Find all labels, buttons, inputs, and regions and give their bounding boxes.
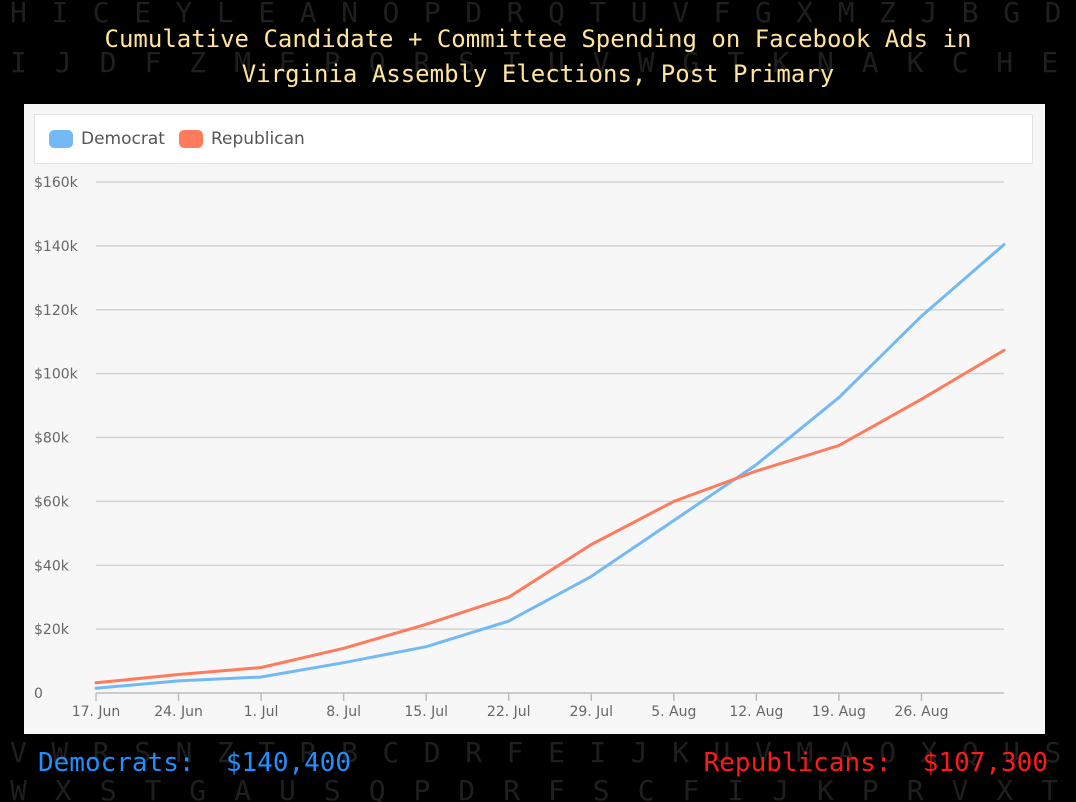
y-tick-label: $60k xyxy=(34,494,70,510)
background-letter: S xyxy=(593,774,610,802)
background-letter: X xyxy=(996,774,1013,802)
background-letter: F xyxy=(548,774,565,802)
y-tick-label: 0 xyxy=(34,686,43,702)
background-letter: D xyxy=(424,736,441,769)
background-letter: R xyxy=(465,736,482,769)
y-tick-label: $100k xyxy=(34,367,79,383)
legend-swatch-republican xyxy=(178,130,203,148)
background-letter: W xyxy=(10,774,27,802)
footer-republicans-value: $107,300 xyxy=(922,748,1048,778)
x-tick-label: 17. Jun xyxy=(72,704,121,720)
background-letter: C xyxy=(383,736,400,769)
chart-title: Cumulative Candidate + Committee Spendin… xyxy=(0,22,1076,92)
x-tick-label: 12. Aug xyxy=(729,704,783,720)
x-tick-label: 15. Jul xyxy=(404,704,448,720)
legend-item-democrat[interactable]: Democrat xyxy=(49,129,165,149)
background-letter: K xyxy=(817,774,834,802)
y-tick-label: $20k xyxy=(34,622,70,638)
background-letter: J xyxy=(631,736,648,769)
legend-label-republican: Republican xyxy=(210,129,305,149)
y-tick-label: $140k xyxy=(34,239,79,255)
y-tick-label: $160k xyxy=(34,175,79,191)
chart-title-line-2: Virginia Assembly Elections, Post Primar… xyxy=(241,60,835,88)
chart-title-line-1: Cumulative Candidate + Committee Spendin… xyxy=(104,25,972,53)
x-tick-label: 1. Jul xyxy=(244,704,279,720)
background-letter: G xyxy=(189,774,206,802)
footer-republicans-label: Republicans: xyxy=(703,748,892,778)
background-letter: T xyxy=(145,774,162,802)
x-tick-label: 24. Jun xyxy=(154,704,203,720)
legend: Democrat Republican xyxy=(34,114,1033,164)
footer-republicans-total: Republicans: $107,300 xyxy=(704,748,1048,778)
x-tick-label: 26. Aug xyxy=(894,704,948,720)
background-letter: P xyxy=(862,774,879,802)
background-letter: F xyxy=(507,736,524,769)
background-letter: S xyxy=(100,774,117,802)
legend-label-democrat: Democrat xyxy=(81,129,165,149)
background-letter: I xyxy=(589,736,606,769)
background-letter: J xyxy=(772,774,789,802)
x-tick-label: 5. Aug xyxy=(651,704,696,720)
x-tick-label: 19. Aug xyxy=(812,704,866,720)
background-letter: K xyxy=(672,736,689,769)
chart-panel: 0 $20k $40k $60k $80k $100k $120k $140k $160k 17.… xyxy=(24,104,1045,734)
background-letter: X xyxy=(55,774,72,802)
background-letter: T xyxy=(1041,774,1058,802)
background-letter: R xyxy=(907,774,924,802)
legend-swatch-democrat xyxy=(49,130,73,148)
background-letter: U xyxy=(279,774,296,802)
background-letter: V xyxy=(10,736,27,769)
background-letter: S xyxy=(324,774,341,802)
x-tick-label: 8. Jul xyxy=(326,704,361,720)
background-letter: R xyxy=(503,774,520,802)
background-letter: E xyxy=(548,736,565,769)
background-letter: P xyxy=(414,774,431,802)
y-tick-label: $120k xyxy=(34,303,79,319)
x-tick-label: 22. Jul xyxy=(487,704,531,720)
background-letter: C xyxy=(638,774,655,802)
footer-democrats-label: Democrats: xyxy=(38,748,195,778)
background-letter: D xyxy=(458,774,475,802)
legend-item-republican[interactable]: Republican xyxy=(178,129,305,149)
background-letter: Q xyxy=(369,774,386,802)
y-tick-label: $40k xyxy=(34,558,70,574)
footer-democrats-value: $140,400 xyxy=(225,748,352,778)
background-letter: I xyxy=(727,774,744,802)
footer-democrats-total: Democrats: $140,400 xyxy=(38,748,351,778)
series-line-republican xyxy=(94,348,1006,685)
background-letter: F xyxy=(683,774,700,802)
y-tick-label: $80k xyxy=(34,431,70,447)
series-line-democrat xyxy=(94,243,1006,690)
plot-area: 0 $20k $40k $60k $80k $100k $120k $140k $160k 17.… xyxy=(34,175,1006,720)
background-letter: A xyxy=(234,774,251,802)
x-tick-label: 29. Jul xyxy=(569,704,613,720)
background-letter: V xyxy=(952,774,969,802)
